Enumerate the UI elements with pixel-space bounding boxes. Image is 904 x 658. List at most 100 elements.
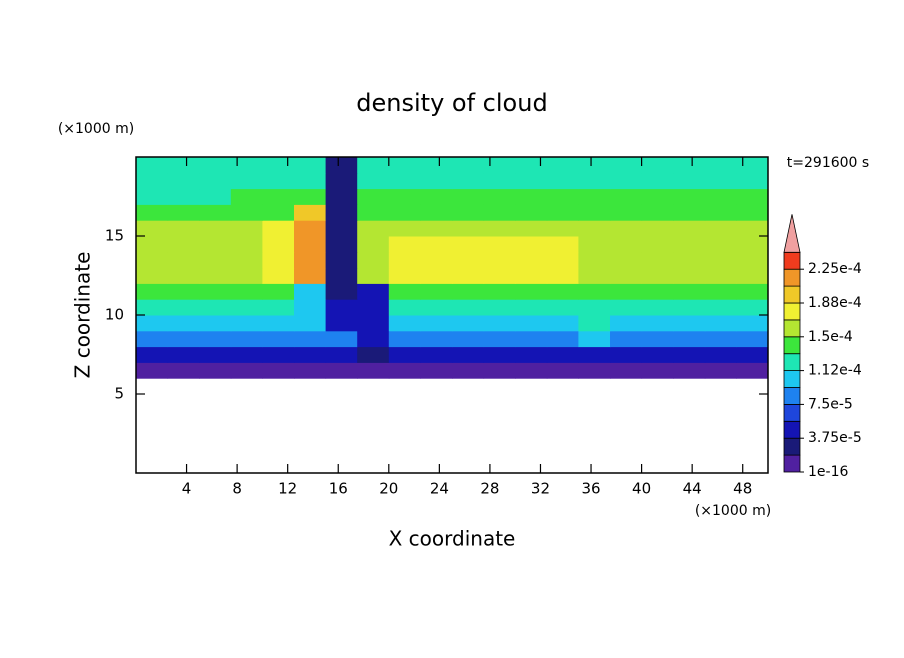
contour-cell: [483, 315, 516, 332]
colorbar-tick-label: 3.75e-5: [808, 430, 862, 446]
contour-cell: [546, 172, 579, 190]
contour-cell: [325, 267, 358, 284]
contour-cell: [262, 172, 295, 190]
contour-cell: [262, 251, 295, 269]
contour-cell: [673, 362, 706, 379]
contour-cell: [546, 362, 579, 379]
contour-cell: [420, 157, 453, 174]
x-axis-label: X coordinate: [389, 527, 516, 551]
contour-cell: [515, 299, 548, 316]
contour-cell: [673, 204, 706, 221]
contour-cell: [294, 315, 327, 332]
contour-cell: [704, 204, 737, 221]
contour-cell: [136, 283, 169, 300]
contour-cell: [167, 330, 200, 348]
colorbar-swatch: [783, 387, 801, 405]
contour-cell: [610, 188, 643, 205]
contour-cell: [357, 188, 390, 205]
contour-cell: [167, 267, 200, 284]
contour-cell: [736, 346, 769, 363]
contour-cell: [483, 283, 516, 300]
contour-cell: [136, 315, 169, 332]
contour-cell: [452, 236, 485, 253]
contour-cell: [262, 330, 295, 348]
contour-cell: [736, 172, 769, 190]
colorbar-swatch: [783, 370, 801, 388]
contour-cell: [610, 267, 643, 284]
contour-cell: [704, 251, 737, 269]
contour-cell: [167, 362, 200, 379]
contour-cell: [483, 299, 516, 316]
contour-cell: [167, 188, 200, 205]
contour-cell: [452, 204, 485, 221]
contour-cell: [167, 204, 200, 221]
x-tick-label: 48: [733, 480, 752, 498]
contour-cell: [388, 346, 421, 363]
contour-cell: [610, 315, 643, 332]
contour-cell: [199, 283, 232, 300]
contour-cell: [641, 251, 674, 269]
contour-cell: [388, 267, 421, 284]
x-unit: (×1000 m): [695, 503, 771, 519]
contour-cell: [357, 251, 390, 269]
contour-cell: [483, 220, 516, 237]
contour-cell: [546, 330, 579, 348]
contour-cell: [704, 188, 737, 205]
contour-cell: [578, 346, 611, 363]
contour-cell: [452, 220, 485, 237]
contour-cell: [420, 267, 453, 284]
contour-cell: [641, 236, 674, 253]
contour-cell: [136, 267, 169, 284]
colorbar-tick-label: 1.5e-4: [808, 329, 853, 345]
contour-cell: [420, 204, 453, 221]
contour-cell: [704, 236, 737, 253]
contour-cell: [388, 157, 421, 174]
contour-cell: [673, 251, 706, 269]
colorbar-swatch: [783, 336, 801, 355]
contour-cell: [357, 220, 390, 237]
contour-cell: [388, 283, 421, 300]
x-tick-label: 40: [632, 480, 651, 498]
contour-cell: [483, 172, 516, 190]
contour-cell: [230, 251, 263, 269]
contour-cell: [357, 283, 390, 300]
contour-cell: [199, 330, 232, 348]
contour-cell: [136, 236, 169, 253]
contour-cell: [357, 315, 390, 332]
colorbar-swatch: [783, 403, 801, 422]
contour-cell: [515, 283, 548, 300]
contour-cell: [610, 220, 643, 237]
contour-cell: [199, 267, 232, 284]
contour-cell: [641, 204, 674, 221]
contour-cell: [325, 236, 358, 253]
contour-cell: [420, 315, 453, 332]
contour-cell: [230, 204, 263, 221]
contour-cell: [515, 362, 548, 379]
contour-cell: [578, 172, 611, 190]
contour-cell: [515, 251, 548, 269]
x-tick-label: 20: [379, 480, 398, 498]
x-tick-label: 32: [531, 480, 550, 498]
contour-cell: [262, 299, 295, 316]
contour-cell: [673, 157, 706, 174]
contour-cell: [262, 220, 295, 237]
contour-cell: [420, 330, 453, 348]
contour-cell: [199, 188, 232, 205]
contour-cell: [136, 157, 169, 174]
contour-cell: [388, 299, 421, 316]
x-tick-label: 12: [278, 480, 297, 498]
contour-cell: [704, 330, 737, 348]
contour-cell: [673, 299, 706, 316]
contour-cell: [357, 362, 390, 379]
contour-cell: [136, 172, 169, 190]
y-unit: (×1000 m): [58, 121, 134, 137]
x-tick-label: 36: [581, 480, 600, 498]
contour-cell: [294, 157, 327, 174]
contour-cell: [546, 236, 579, 253]
contour-cell: [704, 220, 737, 237]
contour-cell: [736, 251, 769, 269]
time-annotation: t=291600 s: [787, 155, 869, 171]
contour-cell: [199, 157, 232, 174]
contour-cell: [420, 283, 453, 300]
